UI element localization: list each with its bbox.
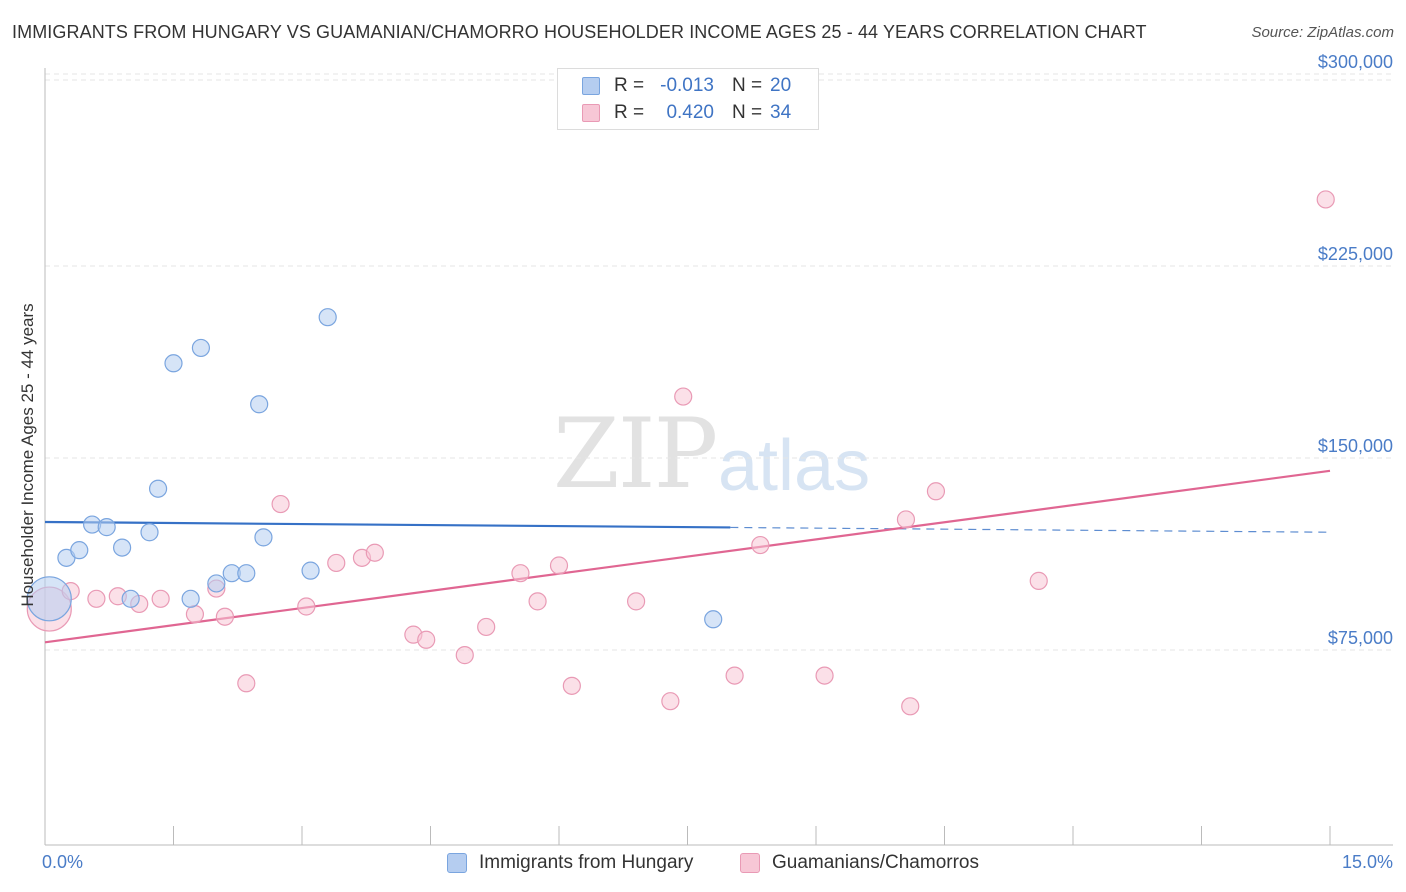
data-point-hungary <box>121 589 140 608</box>
guamanian-swatch <box>582 104 600 122</box>
y-tick-label: $300,000 <box>1317 52 1393 72</box>
r-label: R = <box>614 75 645 96</box>
data-point-guamanian <box>661 692 680 711</box>
data-point-guamanian <box>327 553 346 573</box>
trendline-hungary-extrapolated <box>730 526 1331 533</box>
data-point-guamanian <box>626 592 646 611</box>
data-point-guamanian <box>901 697 920 716</box>
trendline-hungary <box>44 520 731 529</box>
data-point-guamanian <box>1316 190 1335 209</box>
n-value: 34 <box>770 102 792 123</box>
data-point-guamanian <box>477 617 496 637</box>
data-point-guamanian <box>815 666 834 685</box>
data-point-hungary <box>112 538 132 557</box>
data-point-guamanian <box>237 674 256 693</box>
y-tick-label: $150,000 <box>1317 436 1393 456</box>
y-tick-label: $225,000 <box>1317 244 1393 264</box>
correlation-stats-box: R = -0.013 N = 20 R = 0.420 N = 34 <box>557 68 819 130</box>
data-point-hungary <box>148 479 168 498</box>
data-point-guamanian <box>271 494 290 514</box>
legend-label: Guamanians/Chamorros <box>772 852 979 873</box>
data-point-hungary <box>301 561 320 580</box>
data-point-guamanian <box>87 589 106 608</box>
data-point-guamanian <box>417 630 436 649</box>
data-point-guamanian <box>562 676 581 695</box>
data-point-hungary <box>254 528 273 547</box>
legend-swatch-hungary <box>447 853 467 873</box>
data-point-guamanian <box>365 543 384 562</box>
x-tick-label-min: 0.0% <box>42 852 84 872</box>
legend-label: Immigrants from Hungary <box>479 852 694 873</box>
n-value: 20 <box>770 75 792 96</box>
data-point-guamanian <box>725 666 744 685</box>
data-point-guamanian <box>455 646 474 665</box>
data-point-hungary <box>26 576 72 622</box>
watermark-zip: ZIP <box>553 398 718 510</box>
data-point-hungary <box>140 523 159 542</box>
r-label: R = <box>614 102 645 123</box>
n-label: N = <box>732 75 763 96</box>
data-point-hungary <box>70 541 89 560</box>
r-value: 0.420 <box>666 102 714 123</box>
r-value: -0.013 <box>660 75 714 96</box>
data-point-hungary <box>97 518 116 537</box>
data-point-hungary <box>237 564 256 583</box>
data-point-hungary <box>191 338 211 358</box>
data-point-guamanian <box>896 510 916 529</box>
chart-title: IMMIGRANTS FROM HUNGARY VS GUAMANIAN/CHA… <box>12 22 1147 42</box>
axis-layer <box>44 68 1393 846</box>
data-point-guamanian <box>511 564 530 583</box>
data-point-guamanian <box>215 607 234 626</box>
data-point-hungary <box>181 589 200 608</box>
data-point-guamanian <box>926 482 946 501</box>
point-layer <box>26 190 1335 716</box>
data-point-hungary <box>164 354 183 373</box>
chart-source: Source: ZipAtlas.com <box>1251 24 1394 41</box>
hungary-swatch <box>582 77 600 95</box>
trend-layer <box>44 469 1331 644</box>
y-tick-label: $75,000 <box>1327 628 1393 648</box>
data-point-guamanian <box>1029 571 1048 590</box>
data-point-guamanian <box>674 387 693 406</box>
legend-swatch-guamanian <box>740 853 760 873</box>
data-point-hungary <box>318 308 337 327</box>
grid-layer <box>45 73 1393 651</box>
data-point-guamanian <box>528 592 547 611</box>
data-point-hungary <box>704 610 723 629</box>
trendline-guamanian <box>44 469 1331 644</box>
n-label: N = <box>732 102 763 123</box>
data-point-hungary <box>250 395 269 414</box>
data-point-hungary <box>207 574 226 593</box>
y-axis-label: Householder Income Ages 25 - 44 years <box>18 303 37 607</box>
x-tick-label-max: 15.0% <box>1341 852 1393 872</box>
data-point-guamanian <box>549 556 569 575</box>
data-point-guamanian <box>751 535 770 555</box>
data-point-guamanian <box>297 597 316 616</box>
data-point-guamanian <box>151 589 170 608</box>
watermark-atlas: atlas <box>718 426 871 506</box>
data-point-guamanian <box>185 605 205 624</box>
